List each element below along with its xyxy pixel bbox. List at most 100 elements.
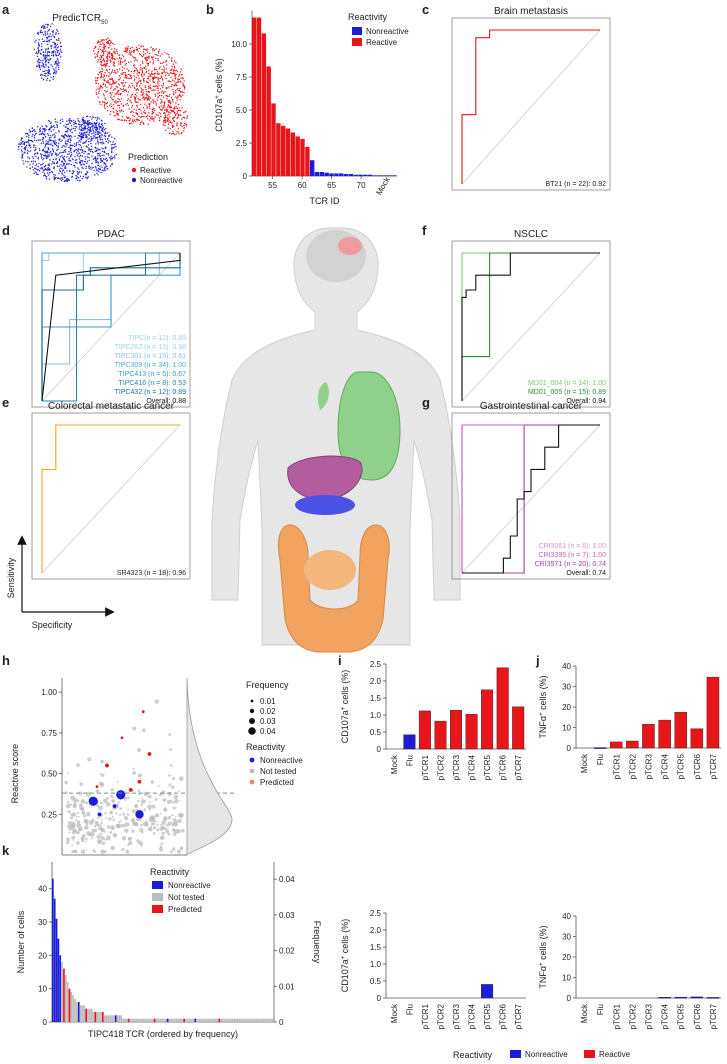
umap-point: [37, 42, 40, 44]
k-bar: [100, 1012, 102, 1022]
panel-letter-c: c: [422, 2, 430, 17]
umap-point: [51, 30, 53, 33]
umap-point: [68, 153, 70, 155]
umap-point: [54, 135, 56, 137]
b-legend-swatch: [352, 27, 362, 35]
umap-point: [167, 123, 170, 125]
umap-point: [105, 165, 107, 167]
umap-point: [163, 69, 165, 71]
umap-point: [148, 72, 150, 75]
umap-point: [54, 140, 56, 142]
k-legend-swatch: [152, 881, 163, 889]
umap-point: [123, 50, 125, 52]
umap-point: [49, 58, 52, 60]
umap-point: [21, 151, 23, 153]
umap-point: [113, 144, 116, 146]
umap-point: [61, 146, 63, 148]
h-point-nottested: [168, 733, 172, 736]
umap-point: [94, 53, 96, 55]
umap-point: [124, 60, 126, 63]
g-e-diagonal: [41, 424, 181, 574]
umap-point: [29, 167, 31, 170]
k-bar: [89, 1008, 91, 1022]
umap-point: [81, 127, 83, 129]
h-point-nottested: [176, 849, 182, 854]
umap-point: [86, 156, 89, 158]
h-point-nottested: [111, 796, 114, 799]
umap-point: [166, 118, 169, 120]
umap-point: [114, 58, 116, 61]
umap-point: [41, 77, 43, 79]
umap-point: [140, 122, 142, 124]
umap-point: [169, 102, 172, 105]
g-i1-ytick-label: 0: [377, 745, 382, 754]
umap-point: [136, 85, 138, 87]
umap-point: [167, 114, 169, 117]
umap-point: [122, 61, 124, 63]
umap-point: [160, 115, 162, 118]
umap-point: [155, 102, 157, 104]
umap-point: [100, 39, 102, 41]
g-g-curve: [462, 424, 600, 574]
umap-point: [105, 38, 107, 41]
umap-point: [130, 70, 133, 73]
umap-point: [165, 87, 167, 90]
g-j1-ytick-label: 20: [562, 703, 571, 712]
umap-point: [126, 102, 128, 105]
h-point-nottested: [162, 816, 168, 822]
umap-point: [78, 139, 81, 142]
umap-point: [108, 72, 110, 74]
umap-point: [142, 51, 145, 53]
umap-point: [78, 158, 81, 160]
umap-point: [75, 161, 77, 164]
umap-point: [110, 111, 112, 113]
umap-point: [83, 163, 85, 166]
umap-point: [94, 135, 96, 137]
k-bar: [98, 1012, 100, 1022]
g-j2-ytick-label: 0: [567, 994, 572, 1003]
umap-point: [141, 69, 143, 71]
umap-point: [67, 140, 69, 142]
umap-point: [53, 46, 56, 48]
h-point-nottested: [143, 791, 149, 797]
umap-point: [61, 172, 63, 174]
b-ytick-label: 2.5: [236, 139, 248, 148]
h-point-nottested: [100, 836, 105, 841]
k-bar: [81, 1005, 84, 1022]
umap-point: [24, 147, 26, 149]
h-point-nottested: [97, 826, 102, 831]
h-point-nottested: [76, 823, 81, 828]
umap-point: [85, 122, 87, 125]
k-bar: [148, 1018, 150, 1022]
umap-point: [102, 46, 105, 49]
umap-point: [108, 51, 111, 53]
h-point-nottested: [83, 814, 87, 818]
umap-point: [127, 98, 130, 100]
umap-point: [136, 69, 138, 71]
umap-point: [177, 116, 179, 119]
umap-point: [71, 172, 73, 174]
umap-point: [87, 121, 89, 123]
umap-point: [81, 148, 83, 151]
umap-point: [177, 114, 180, 117]
umap-point: [97, 133, 99, 135]
b-bar: [343, 174, 349, 176]
umap-point: [59, 178, 61, 180]
umap-point: [138, 47, 140, 50]
umap-point: [148, 87, 150, 90]
umap-point: [57, 142, 60, 145]
umap-point: [118, 75, 121, 77]
umap-point: [116, 105, 119, 107]
umap-point: [59, 42, 62, 44]
umap-point: [124, 51, 126, 53]
h-point-predicted: [105, 763, 109, 768]
umap-point: [57, 58, 59, 60]
umap-point: [48, 55, 50, 57]
h-point-nottested: [137, 773, 143, 778]
umap-point: [68, 146, 70, 148]
h-point-nottested: [137, 748, 141, 753]
umap-point: [103, 106, 106, 108]
umap-point: [184, 111, 186, 113]
umap-point: [143, 112, 145, 114]
umap-point: [146, 94, 148, 96]
